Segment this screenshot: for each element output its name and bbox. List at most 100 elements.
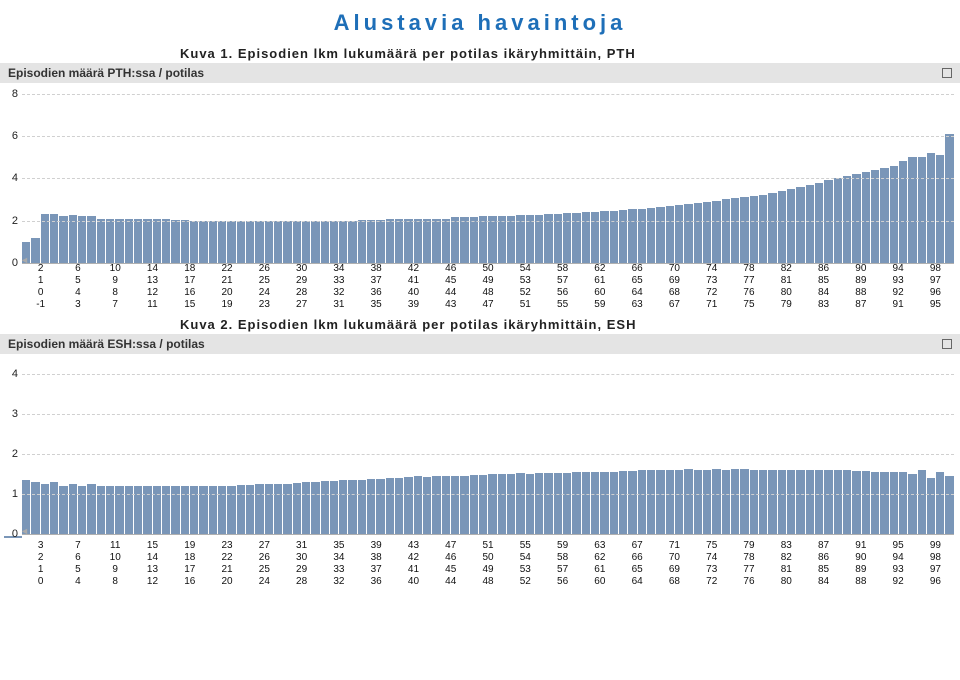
x-tick-label: 86 xyxy=(805,552,842,564)
x-tick-label: 13 xyxy=(134,564,171,576)
bar xyxy=(87,484,95,534)
bar xyxy=(862,471,870,534)
x-tick-label: 97 xyxy=(917,564,954,576)
bar xyxy=(778,470,786,534)
page-title: Alustavia havaintoja xyxy=(0,0,960,42)
x-tick-label: 21 xyxy=(208,275,245,287)
gridline xyxy=(22,136,954,137)
x-tick-label: 38 xyxy=(358,263,395,275)
x-tick-label: 55 xyxy=(544,299,581,311)
x-tick-label: 65 xyxy=(619,275,656,287)
x-tick-label: 31 xyxy=(283,540,320,552)
x-tick-label: 67 xyxy=(619,540,656,552)
bar xyxy=(69,215,77,263)
bar xyxy=(386,219,394,263)
bar xyxy=(31,238,39,263)
bar xyxy=(162,219,170,263)
bar xyxy=(516,473,524,534)
y-tick-label: 4 xyxy=(2,172,18,184)
bar xyxy=(731,198,739,263)
x-tick-label: 30 xyxy=(283,263,320,275)
bar xyxy=(712,469,720,534)
x-tick-label: 28 xyxy=(283,287,320,299)
bar xyxy=(806,185,814,263)
x-tick-label: 25 xyxy=(246,564,283,576)
bar xyxy=(115,219,123,263)
x-tick-label: 49 xyxy=(469,275,506,287)
bar xyxy=(330,481,338,534)
bar xyxy=(610,211,618,263)
x-tick-label: 15 xyxy=(171,299,208,311)
gridline xyxy=(22,534,954,535)
export-icon[interactable] xyxy=(942,339,952,349)
x-tick-label: 42 xyxy=(395,263,432,275)
x-tick-label: 96 xyxy=(917,576,954,588)
x-tick-label: 26 xyxy=(246,263,283,275)
bar xyxy=(302,221,310,263)
x-tick-label: 57 xyxy=(544,275,581,287)
x-tick-label: 88 xyxy=(842,287,879,299)
bar xyxy=(339,221,347,263)
bar xyxy=(927,478,935,534)
x-tick-label: 88 xyxy=(842,576,879,588)
bar xyxy=(293,483,301,534)
x-tick-label: 94 xyxy=(879,552,916,564)
x-tick-label: 43 xyxy=(395,540,432,552)
bar xyxy=(321,221,329,263)
x-tick-label: 90 xyxy=(842,552,879,564)
x-tick-label: 68 xyxy=(656,576,693,588)
y-tick-label: 0 xyxy=(2,528,18,540)
x-tick-label: 94 xyxy=(879,263,916,275)
bar xyxy=(824,180,832,263)
x-tick-label: 71 xyxy=(656,540,693,552)
x-tick-label: 48 xyxy=(469,287,506,299)
bar xyxy=(675,470,683,534)
x-tick-label: 36 xyxy=(358,287,395,299)
bar xyxy=(899,161,907,263)
x-tick-label: 18 xyxy=(171,263,208,275)
bar xyxy=(684,469,692,534)
chart1-header: Episodien määrä PTH:ssa / potilas xyxy=(0,63,960,83)
x-tick-label: 51 xyxy=(507,299,544,311)
x-tick-label: 74 xyxy=(693,552,730,564)
x-tick-label: 68 xyxy=(656,287,693,299)
bar xyxy=(460,476,468,534)
x-tick-label: 5 xyxy=(59,564,96,576)
x-tick-label: 76 xyxy=(730,287,767,299)
bar xyxy=(404,477,412,534)
bar xyxy=(619,471,627,534)
x-tick-label: 90 xyxy=(842,263,879,275)
bar xyxy=(59,216,67,263)
x-tick-label: 30 xyxy=(283,552,320,564)
bar xyxy=(740,197,748,263)
chart1-block: Kuva 1. Episodien lkm lukumäärä per poti… xyxy=(0,46,960,311)
x-tick-label: 64 xyxy=(619,287,656,299)
x-tick-label: 53 xyxy=(507,564,544,576)
x-tick-label: 62 xyxy=(581,263,618,275)
bar xyxy=(50,482,58,534)
x-tick-label: 36 xyxy=(358,576,395,588)
x-tick-label: 64 xyxy=(619,576,656,588)
bar xyxy=(526,215,534,263)
x-tick-label: 83 xyxy=(805,299,842,311)
bar xyxy=(684,204,692,263)
bar xyxy=(321,481,329,534)
x-axis-row: 0481216202428323640444852566064687276808… xyxy=(22,576,954,588)
bar xyxy=(311,482,319,534)
bar xyxy=(843,470,851,534)
x-tick-label: 47 xyxy=(469,299,506,311)
bar xyxy=(274,484,282,534)
x-tick-label: 63 xyxy=(581,540,618,552)
bar xyxy=(209,221,217,263)
gridline xyxy=(22,414,954,415)
bar xyxy=(759,470,767,534)
bar xyxy=(442,476,450,534)
export-icon[interactable] xyxy=(942,68,952,78)
x-tick-label: 73 xyxy=(693,275,730,287)
x-tick-label: 33 xyxy=(320,275,357,287)
bar xyxy=(871,170,879,263)
x-tick-label: 2 xyxy=(22,552,59,564)
bar xyxy=(414,219,422,263)
x-axis-row: 2610141822263034384246505458626670747882… xyxy=(22,552,954,564)
x-tick-label: 23 xyxy=(246,299,283,311)
